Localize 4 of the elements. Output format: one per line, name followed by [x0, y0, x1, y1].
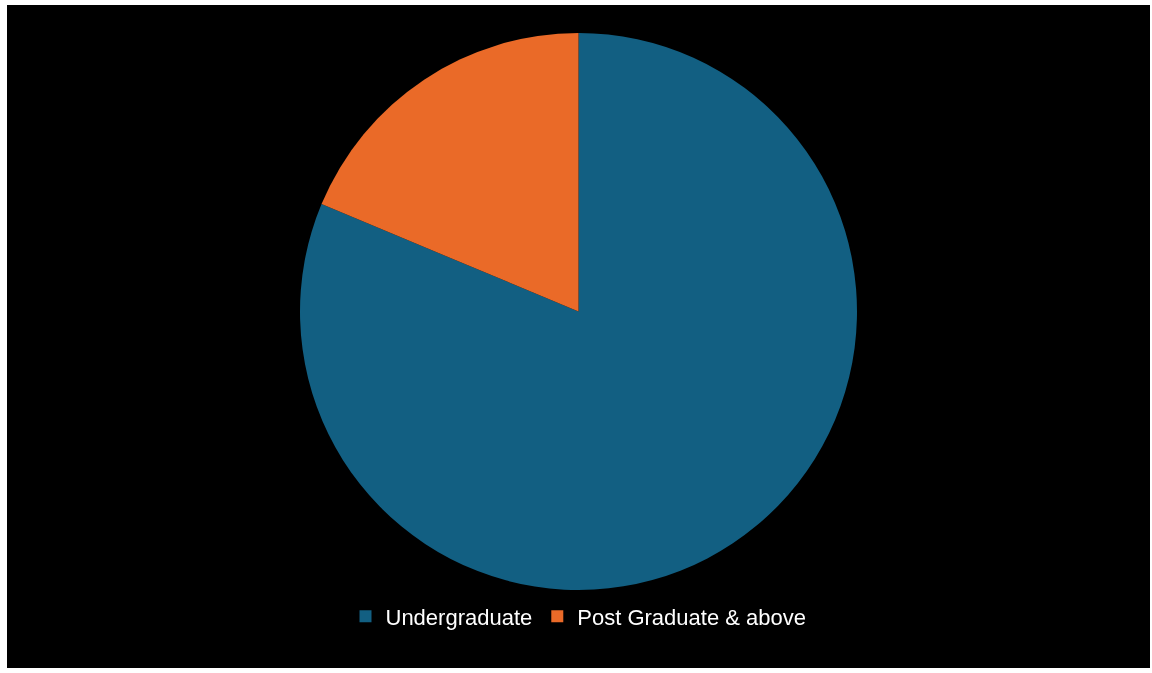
pie-slice	[321, 33, 579, 312]
legend-label: Undergraduate	[385, 604, 533, 630]
pie-slice	[300, 33, 857, 590]
legend-label: Post Graduate & above	[577, 604, 806, 630]
